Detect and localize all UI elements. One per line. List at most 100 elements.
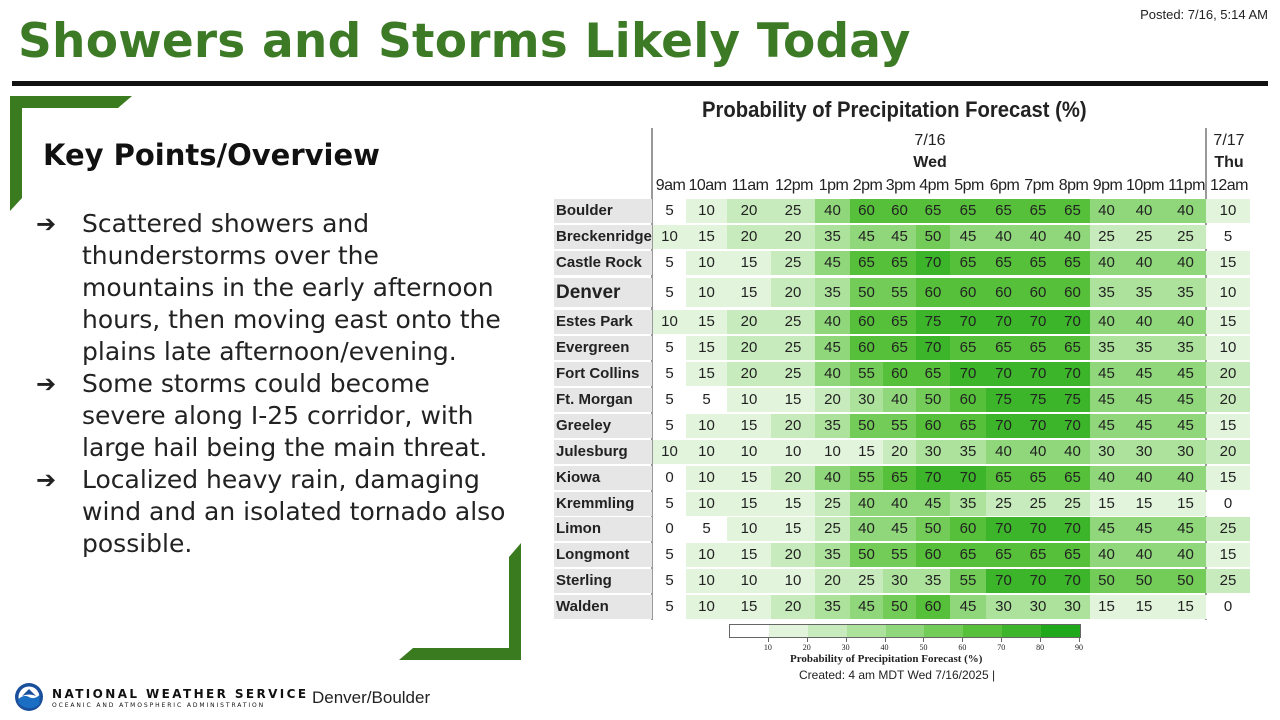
pop-cell: 40: [1165, 251, 1206, 275]
pop-cell: 35: [815, 543, 850, 567]
pop-cell: 20: [727, 199, 771, 223]
pop-cell: 65: [850, 251, 883, 275]
pop-cell: 5: [653, 278, 686, 307]
pop-cell: 40: [883, 388, 916, 412]
pop-cell: 0: [1206, 492, 1250, 516]
pop-cell: 5: [653, 362, 686, 386]
pop-cell: 50: [1123, 569, 1165, 593]
pop-cell: 40: [1090, 251, 1123, 275]
hour-label: 9am: [655, 177, 686, 194]
pop-cell: 35: [950, 440, 986, 464]
pop-cell: 10: [653, 310, 686, 334]
pop-cell: 25: [1021, 492, 1055, 516]
colorbar-tick-label: 40: [880, 643, 889, 652]
pop-cell: 10: [686, 199, 727, 223]
pop-cell: 10: [653, 225, 686, 249]
pop-cell: 45: [850, 225, 883, 249]
pop-cell: 15: [1090, 595, 1123, 619]
location-label: Kremmling: [554, 492, 652, 516]
pop-cell: 10: [1206, 199, 1250, 223]
key-points-heading: Key Points/Overview: [43, 138, 380, 172]
page-title: Showers and Storms Likely Today: [18, 14, 911, 69]
pop-cell: 65: [916, 362, 950, 386]
pop-cell: 0: [1206, 595, 1250, 619]
title-divider: [12, 81, 1268, 86]
pop-cell: 60: [883, 362, 916, 386]
day-date-thu: 7/17: [1213, 132, 1245, 149]
pop-cell: 5: [653, 492, 686, 516]
pop-cell: 10: [686, 278, 727, 307]
pop-cell: 5: [686, 388, 727, 412]
pop-cell: 15: [1206, 414, 1250, 438]
pop-cell: 50: [850, 278, 883, 307]
colorbar-swatch: [1041, 625, 1081, 637]
right-arrow-icon: ➔: [36, 370, 57, 398]
pop-cell: 60: [916, 414, 950, 438]
colorbar-tick: [923, 637, 925, 642]
location-label: Walden: [554, 595, 652, 619]
pop-cell: 25: [850, 569, 883, 593]
pop-cell: 55: [883, 543, 916, 567]
pop-cell: 45: [815, 336, 850, 360]
colorbar-tick: [1079, 637, 1080, 642]
location-label: Ft. Morgan: [554, 388, 652, 412]
colorbar-tick: [962, 637, 964, 642]
pop-cell: 70: [1055, 517, 1090, 541]
pop-cell: 15: [771, 388, 815, 412]
pop-cell: 20: [771, 225, 815, 249]
pop-cell: 25: [1123, 225, 1165, 249]
pop-cell: 10: [727, 569, 771, 593]
pop-cell: 10: [686, 492, 727, 516]
pop-cell: 50: [883, 595, 916, 619]
pop-cell: 5: [653, 251, 686, 275]
pop-cell: 65: [1055, 543, 1090, 567]
pop-cell: 45: [1165, 388, 1206, 412]
pop-cell: 5: [653, 336, 686, 360]
colorbar-tick-label: 70: [997, 643, 1006, 652]
pop-cell: 40: [1090, 199, 1123, 223]
hour-label: 3pm: [885, 177, 916, 194]
pop-cell: 10: [727, 388, 771, 412]
pop-cell: 20: [771, 595, 815, 619]
colorbar-swatch: [885, 625, 925, 637]
location-label: Kiowa: [554, 466, 652, 490]
pop-cell: 65: [1021, 543, 1055, 567]
pop-cell: 45: [1123, 517, 1165, 541]
pop-cell: 55: [883, 414, 916, 438]
pop-cell: 30: [883, 569, 916, 593]
key-point-text: Scattered showers and thunderstorms over…: [82, 209, 501, 366]
pop-cell: 40: [986, 440, 1021, 464]
pop-cell: 45: [1090, 388, 1123, 412]
hour-label: 10am: [688, 177, 727, 194]
hour-label: 7pm: [1024, 177, 1054, 194]
posted-timestamp: Posted: 7/16, 5:14 AM: [1140, 7, 1268, 22]
pop-cell: 40: [850, 517, 883, 541]
pop-cell: 40: [1123, 251, 1165, 275]
pop-cell: 70: [986, 362, 1021, 386]
pop-cell: 65: [986, 466, 1021, 490]
pop-cell: 70: [1055, 414, 1090, 438]
location-label: Estes Park: [554, 310, 652, 334]
agency-name: NATIONAL WEATHER SERVICE: [52, 687, 309, 701]
pop-cell: 70: [986, 569, 1021, 593]
pop-cell: 70: [916, 336, 950, 360]
pop-cell: 45: [1123, 414, 1165, 438]
location-label: Castle Rock: [554, 251, 652, 275]
pop-cell: 15: [727, 492, 771, 516]
pop-cell: 50: [850, 543, 883, 567]
pop-cell: 50: [916, 517, 950, 541]
pop-cell: 25: [815, 517, 850, 541]
hour-label: 11am: [731, 177, 769, 194]
pop-cell: 50: [1090, 569, 1123, 593]
pop-cell: 30: [1090, 440, 1123, 464]
pop-cell: 35: [815, 595, 850, 619]
colorbar-swatch: [963, 625, 1003, 637]
colorbar-tick-label: 90: [1075, 643, 1083, 652]
pop-cell: 5: [1206, 225, 1250, 249]
pop-cell: 45: [815, 251, 850, 275]
colorbar-tick: [767, 637, 769, 642]
pop-cell: 65: [950, 414, 986, 438]
pop-cell: 35: [815, 414, 850, 438]
pop-cell: 15: [1206, 251, 1250, 275]
pop-cell: 65: [883, 251, 916, 275]
